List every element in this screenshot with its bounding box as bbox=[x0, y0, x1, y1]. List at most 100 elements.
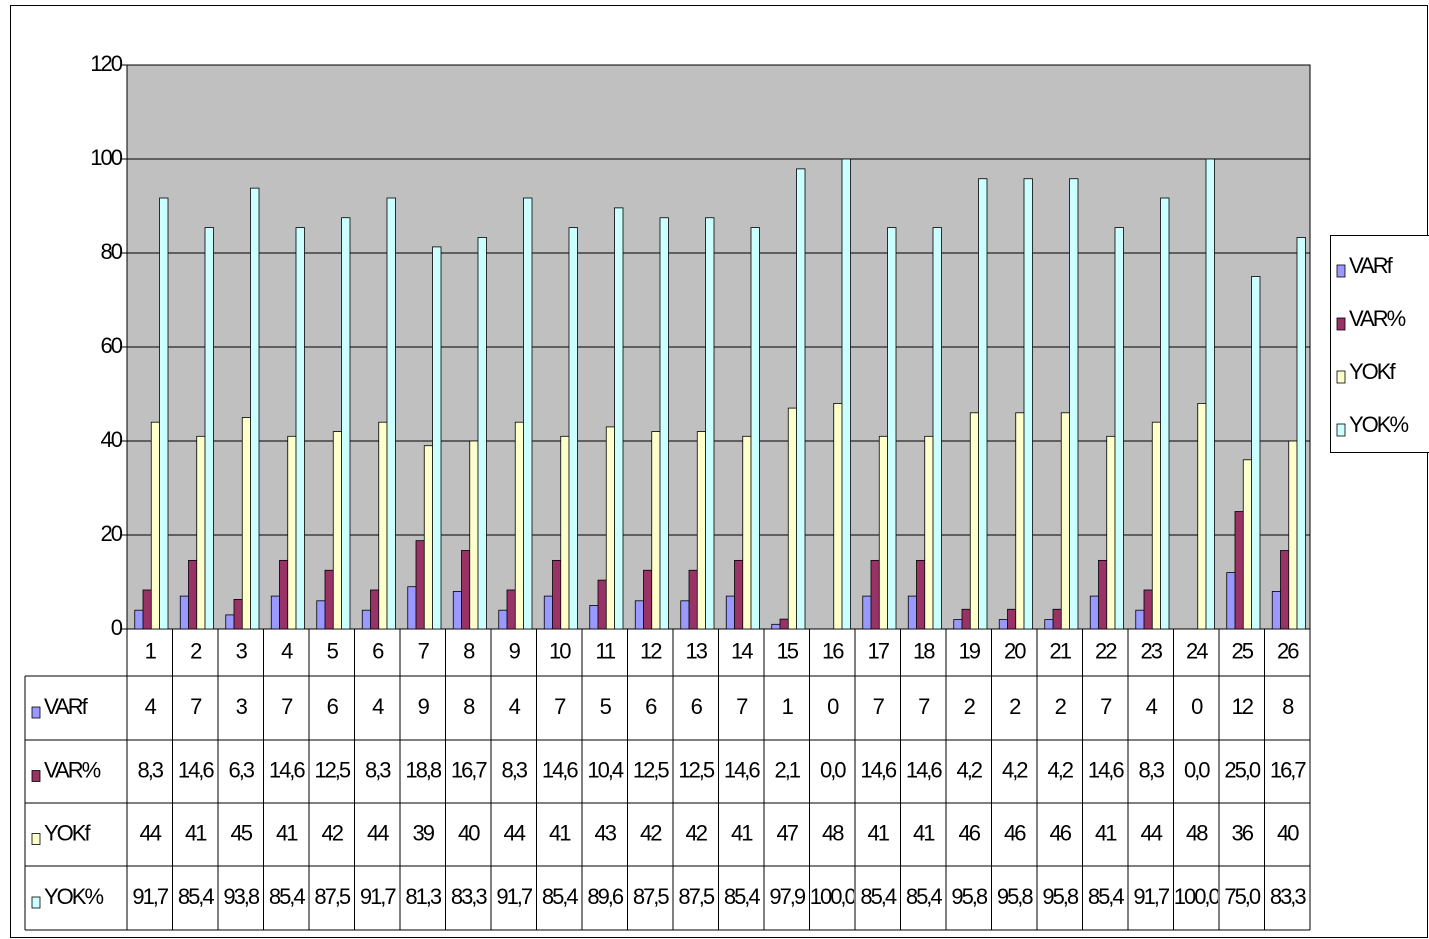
y-tick-label: 0 bbox=[111, 615, 123, 640]
x-tick-label: 21 bbox=[1050, 638, 1072, 663]
x-tick-label: 5 bbox=[327, 638, 339, 663]
table-value: 48 bbox=[822, 820, 844, 845]
table-value: 0 bbox=[1191, 694, 1203, 719]
table-value: 7 bbox=[736, 694, 748, 719]
table-series-name: YOK% bbox=[44, 884, 103, 909]
table-value: 2 bbox=[1055, 694, 1067, 719]
table-value: 81,3 bbox=[405, 884, 442, 909]
x-tick-label: 10 bbox=[549, 638, 571, 663]
bar bbox=[680, 600, 690, 630]
bar bbox=[1069, 178, 1079, 630]
bar bbox=[432, 246, 442, 630]
table-value: 85,4 bbox=[724, 884, 761, 909]
table-value: 95,8 bbox=[951, 884, 988, 909]
bar bbox=[477, 237, 487, 630]
bar bbox=[887, 227, 897, 630]
table-value: 8 bbox=[1282, 694, 1294, 719]
x-tick-label: 7 bbox=[418, 638, 430, 663]
bar bbox=[552, 559, 562, 630]
bar bbox=[150, 421, 161, 630]
legend-label: VARf bbox=[1349, 253, 1394, 278]
table-value: 85,4 bbox=[906, 884, 943, 909]
table-value: 12 bbox=[1232, 694, 1254, 719]
table-value: 95,8 bbox=[997, 884, 1034, 909]
table-value: 3 bbox=[236, 694, 248, 719]
table-value: 45 bbox=[231, 820, 253, 845]
bar bbox=[1143, 589, 1153, 630]
table-value: 7 bbox=[1100, 694, 1112, 719]
table-legend-key bbox=[31, 833, 41, 845]
table-legend-key bbox=[31, 896, 41, 909]
x-tick-label: 14 bbox=[731, 638, 753, 663]
table-value: 7 bbox=[554, 694, 566, 719]
table-value: 42 bbox=[640, 820, 662, 845]
bar bbox=[196, 435, 206, 630]
bar bbox=[568, 227, 578, 630]
bar bbox=[287, 435, 297, 630]
legend-label: VAR% bbox=[1349, 306, 1406, 331]
legend-key bbox=[1336, 423, 1346, 437]
x-tick-label: 13 bbox=[686, 638, 708, 663]
bar bbox=[1197, 402, 1207, 630]
table-value: 48 bbox=[1186, 820, 1208, 845]
bar bbox=[1296, 237, 1306, 630]
x-tick-label: 15 bbox=[777, 638, 799, 663]
table-value: 40 bbox=[1277, 820, 1299, 845]
table-value: 8 bbox=[463, 694, 475, 719]
table-value: 0 bbox=[827, 694, 839, 719]
bar bbox=[589, 605, 599, 630]
table-value: 14,6 bbox=[269, 757, 306, 782]
x-tick-label: 9 bbox=[509, 638, 521, 663]
bar bbox=[341, 217, 351, 630]
x-tick-label: 8 bbox=[463, 638, 475, 663]
bar bbox=[1015, 412, 1025, 630]
table-value: 75,0 bbox=[1224, 884, 1261, 909]
table-value: 41 bbox=[185, 820, 207, 845]
bar bbox=[332, 431, 343, 630]
table-value: 12,5 bbox=[314, 757, 351, 782]
bar bbox=[543, 595, 554, 630]
table-value: 46 bbox=[1050, 820, 1072, 845]
bar bbox=[514, 421, 525, 630]
bar bbox=[833, 402, 843, 630]
bar bbox=[204, 227, 214, 630]
table-value: 41 bbox=[549, 820, 571, 845]
table-value: 91,7 bbox=[360, 884, 397, 909]
bar bbox=[370, 589, 380, 630]
bar bbox=[1007, 608, 1017, 630]
bar bbox=[787, 407, 798, 630]
bar bbox=[452, 591, 463, 630]
bar bbox=[1205, 158, 1215, 630]
table-value: 43 bbox=[595, 820, 617, 845]
bar bbox=[1089, 595, 1100, 630]
y-tick-label: 20 bbox=[101, 521, 123, 546]
y-tick-label: 40 bbox=[101, 427, 123, 452]
table-value: 2 bbox=[964, 694, 976, 719]
bar bbox=[634, 600, 645, 630]
bar bbox=[378, 421, 388, 630]
table-value: 91,7 bbox=[132, 884, 169, 909]
bar bbox=[560, 435, 570, 630]
bar bbox=[742, 435, 752, 630]
bar bbox=[725, 595, 736, 630]
bar bbox=[688, 569, 698, 630]
table-value: 46 bbox=[959, 820, 981, 845]
table-value: 6 bbox=[327, 694, 339, 719]
bar bbox=[916, 559, 926, 630]
bar bbox=[407, 586, 417, 630]
x-tick-label: 12 bbox=[640, 638, 662, 663]
bar bbox=[361, 609, 372, 630]
table-value: 14,6 bbox=[860, 757, 897, 782]
table-value: 4,2 bbox=[1047, 757, 1073, 782]
table-value: 12,5 bbox=[678, 757, 715, 782]
x-tick-label: 1 bbox=[145, 638, 157, 663]
table-value: 41 bbox=[868, 820, 890, 845]
table-value: 87,5 bbox=[314, 884, 351, 909]
bar bbox=[659, 217, 669, 630]
bar bbox=[961, 608, 971, 630]
bar bbox=[878, 435, 889, 630]
table-value: 40 bbox=[458, 820, 480, 845]
table-value: 85,4 bbox=[860, 884, 897, 909]
table-value: 18,8 bbox=[405, 757, 442, 782]
